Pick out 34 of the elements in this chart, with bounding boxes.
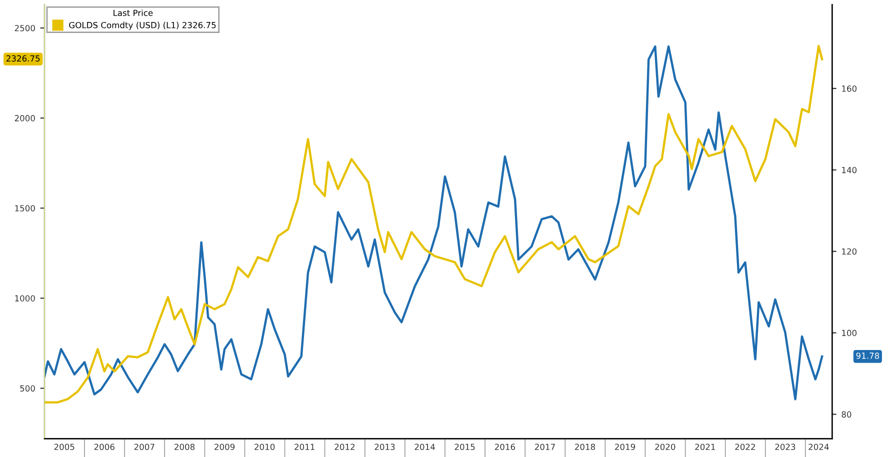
x-tick-label: 2014	[414, 444, 435, 450]
x-tick-label: 2013	[374, 444, 395, 450]
x-tick-label: 2008	[174, 444, 195, 450]
x-tick-label: 2012	[334, 444, 355, 450]
y-tick-label: 2500	[14, 24, 35, 32]
text: 2326.75	[6, 55, 40, 62]
x-tick-label: 2011	[294, 444, 314, 450]
y2-tick-label: 160	[842, 85, 857, 92]
legend-label: GOLDS Comdty (USD) (L1) 2326.75	[69, 22, 216, 30]
y-tick-label: 500	[20, 385, 35, 392]
x-tick-label: 2005	[54, 444, 74, 450]
y2-tick-label: 80	[842, 411, 852, 418]
x-tick-label: 2020	[655, 444, 676, 450]
legend-title: Last Price	[114, 10, 153, 16]
text: 91.78	[856, 352, 880, 359]
x-tick-label: 2009	[214, 444, 235, 450]
x-tick-label: 2016	[494, 444, 516, 450]
x-tick-label: 2006	[94, 444, 114, 450]
x-tick-label: 2018	[574, 444, 596, 450]
y-tick-label: 1000	[15, 295, 35, 302]
x-tick-label: 2017	[534, 444, 555, 450]
x-tick-label: 2022	[735, 444, 755, 450]
x-tick-label: 2015	[454, 444, 475, 450]
y2-tick-label: 140	[842, 166, 857, 174]
y2-tick-label: 120	[842, 248, 857, 255]
x-tick-label: 2010	[254, 444, 275, 450]
y-tick-label: 1500	[15, 205, 35, 212]
y-tick-label: 2000	[14, 115, 35, 122]
x-tick-label: 2024	[808, 444, 829, 450]
x-tick-label: 2019	[615, 444, 636, 450]
y2-tick-label: 100	[842, 330, 857, 336]
x-tick-label: 2007	[134, 444, 154, 450]
x-tick-label: 2023	[775, 444, 796, 450]
x-tick-label: 2021	[695, 444, 716, 450]
